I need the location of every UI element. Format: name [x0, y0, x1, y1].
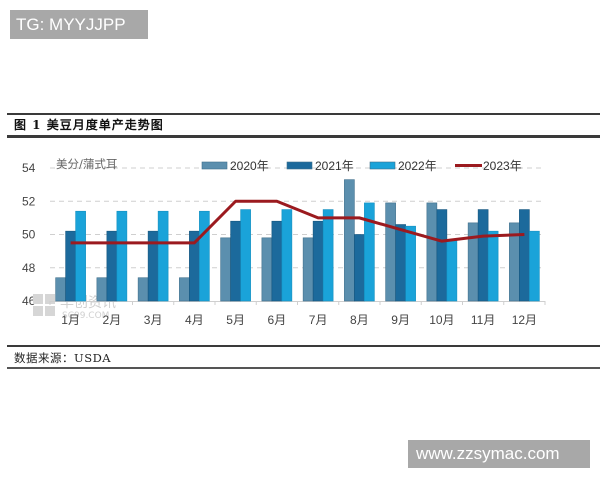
bar-2022-8 — [364, 202, 375, 302]
bar-2020-1 — [55, 277, 66, 302]
bar-2022-11 — [487, 230, 499, 302]
legend-swatch-2020 — [201, 161, 228, 170]
chart-caption: 图 1 美豆月度单产走势图 — [14, 118, 164, 132]
y-axis-unit-label: 美分/蒲式耳 — [56, 157, 117, 171]
x-tick-label: 6月 — [268, 313, 287, 327]
source-bottom-rule — [7, 367, 600, 369]
bar-2022-1 — [75, 210, 86, 302]
legend-swatch-2022 — [369, 161, 396, 170]
bar-2022-7 — [322, 209, 334, 302]
source-top-rule — [7, 345, 600, 347]
bar-2022-4 — [199, 210, 210, 302]
bar-2022-5 — [240, 209, 251, 302]
bar-2020-5 — [220, 237, 231, 302]
y-tick-label: 52 — [22, 194, 36, 208]
tg-watermark-badge: TG: MYYJJPP — [10, 10, 148, 39]
x-tick-label: 9月 — [391, 313, 410, 327]
legend-label: 2021年 — [315, 159, 354, 173]
x-tick-label: 10月 — [429, 313, 454, 327]
bar-2020-8 — [344, 179, 355, 302]
bar-2021-5 — [230, 220, 241, 302]
bar-2021-7 — [312, 220, 324, 302]
bar-2021-8 — [354, 234, 365, 302]
bar-2022-9 — [405, 225, 416, 302]
legend-label: 2022年 — [398, 159, 437, 173]
bar-2022-10 — [446, 239, 458, 302]
chart-legend: 2020年 2021年 2022年 2023年 — [201, 159, 522, 173]
x-tick-label: 4月 — [185, 313, 204, 327]
bar-2020-9 — [385, 202, 396, 302]
y-tick-label: 48 — [22, 261, 36, 275]
bar-2022-6 — [281, 209, 293, 302]
x-tick-label: 12月 — [512, 313, 537, 327]
source-note: 数据来源：USDA — [14, 351, 112, 365]
x-tick-label: 5月 — [226, 313, 245, 327]
bar-2021-10 — [436, 209, 448, 302]
legend-label: 2023年 — [483, 159, 522, 173]
bar-2022-2 — [116, 210, 128, 302]
bar-2021-9 — [395, 224, 406, 302]
x-tick-label: 1月 — [61, 313, 80, 327]
bar-2020-7 — [302, 237, 314, 302]
legend-label: 2020年 — [230, 159, 269, 173]
svg-text:SC99.COM: SC99.COM — [62, 311, 109, 321]
y-tick-label: 50 — [22, 228, 36, 242]
x-tick-label: 8月 — [350, 313, 369, 327]
caption-bottom-rule — [7, 135, 600, 138]
bar-2022-12 — [529, 230, 540, 302]
bar-2021-11 — [477, 209, 489, 302]
bar-2021-6 — [271, 220, 283, 302]
x-tick-label: 2月 — [103, 313, 122, 327]
line-2023 — [70, 199, 525, 245]
site-watermark-badge: www.zzsymac.com — [408, 440, 590, 468]
bar-2020-10 — [426, 202, 438, 302]
x-tick-label: 7月 — [309, 313, 328, 327]
y-tick-label: 54 — [22, 161, 36, 175]
x-tick-label: 3月 — [144, 313, 163, 327]
caption-top-rule — [7, 113, 600, 115]
legend-swatch-2021 — [286, 161, 313, 170]
bar-2020-2 — [96, 277, 108, 302]
bar-2020-4 — [179, 277, 190, 302]
y-tick-label: 46 — [22, 294, 36, 308]
bar-2020-3 — [137, 277, 149, 302]
x-tick-label: 11月 — [471, 313, 495, 327]
bar-2020-11 — [467, 222, 479, 302]
bar-2020-6 — [261, 237, 273, 302]
bar-2021-12 — [519, 209, 530, 302]
bar-2022-3 — [157, 210, 169, 302]
